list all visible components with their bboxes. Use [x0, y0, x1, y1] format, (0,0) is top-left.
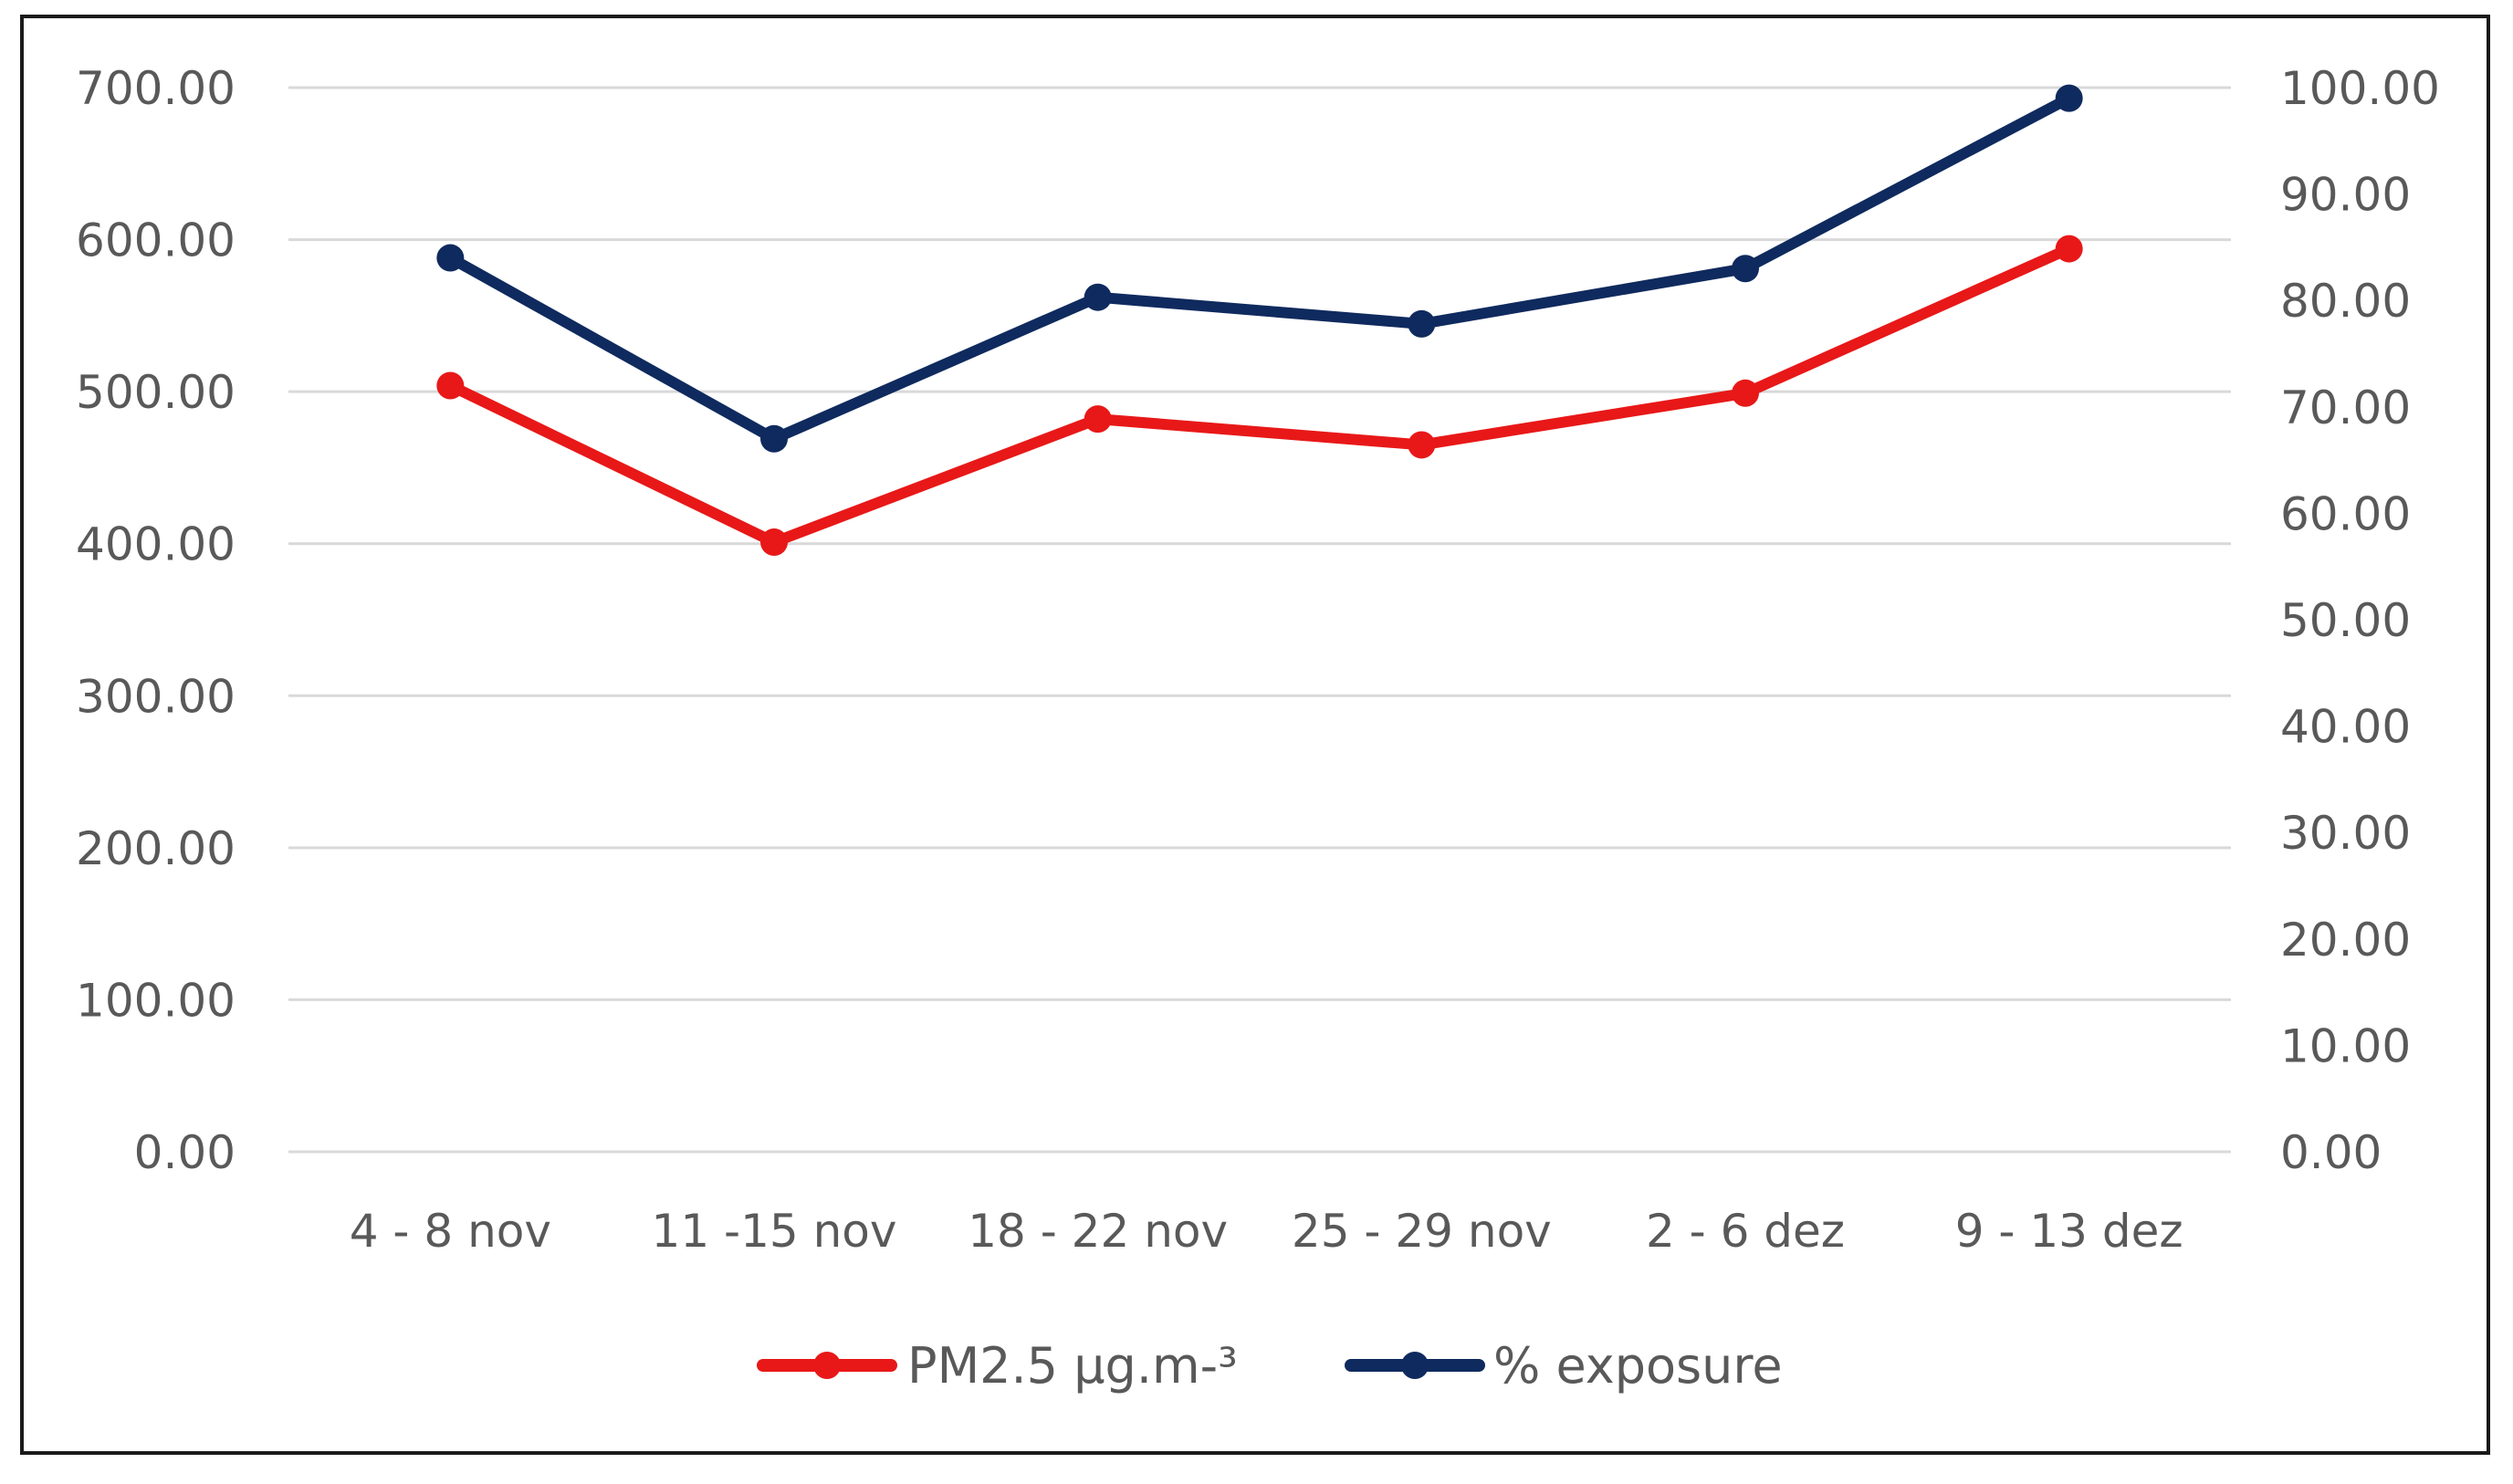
data-point-pm25 [1084, 405, 1112, 434]
data-point-exposure [2055, 84, 2083, 112]
right-tick-label: 70.00 [2280, 381, 2411, 434]
data-point-pm25 [1732, 379, 1759, 407]
series-line-exposure [445, 92, 2075, 444]
right-tick-label: 40.00 [2280, 701, 2411, 754]
right-tick-label: 60.00 [2280, 487, 2411, 540]
left-y-axis: 0.00 100.00 200.00 300.00 400.00 500.00 600.00… [76, 62, 236, 1179]
right-tick-label: 30.00 [2280, 807, 2411, 860]
legend-label-pm25: PM2.5 µg.m-³ [907, 1337, 1238, 1395]
left-tick-label: 0.00 [134, 1126, 236, 1179]
data-point-pm25 [1408, 431, 1436, 459]
left-tick-label: 300.00 [76, 670, 236, 723]
right-tick-label: 80.00 [2280, 275, 2411, 328]
gridlines [288, 86, 2231, 1154]
left-tick-label: 600.00 [76, 214, 236, 267]
right-tick-label: 10.00 [2280, 1019, 2411, 1072]
x-tick-label: 2 - 6 dez [1646, 1205, 1845, 1258]
series-layer [436, 84, 2083, 557]
right-tick-label: 90.00 [2280, 169, 2411, 222]
legend-item-pm25: PM2.5 µg.m-³ [757, 1337, 1238, 1395]
data-point-exposure [1732, 255, 1759, 283]
data-point-exposure [760, 424, 788, 453]
data-point-exposure [1408, 309, 1436, 338]
right-tick-label: 20.00 [2280, 914, 2411, 967]
x-tick-label: 9 - 13 dez [1955, 1205, 2183, 1258]
left-tick-label: 500.00 [76, 366, 236, 419]
data-point-pm25 [436, 371, 465, 400]
left-tick-label: 200.00 [76, 822, 236, 875]
x-tick-label: 11 -15 nov [652, 1205, 897, 1258]
x-axis: 4 - 8 nov 11 -15 nov 18 - 22 nov 25 - 29 no… [350, 1205, 2183, 1258]
left-tick-label: 100.00 [76, 974, 236, 1027]
legend: PM2.5 µg.m-³ % exposure [757, 1337, 1783, 1395]
legend-item-exposure: % exposure [1345, 1337, 1783, 1395]
right-tick-label: 50.00 [2280, 594, 2411, 647]
x-tick-label: 4 - 8 nov [350, 1205, 551, 1258]
legend-marker-exposure [1401, 1352, 1429, 1379]
data-point-pm25 [2055, 235, 2083, 263]
data-point-pm25 [760, 528, 788, 557]
x-tick-label: 18 - 22 nov [968, 1205, 1228, 1258]
x-tick-label: 25 - 29 nov [1292, 1205, 1552, 1258]
legend-marker-pm25 [813, 1352, 841, 1379]
data-point-exposure [1084, 283, 1112, 311]
right-tick-label: 100.00 [2280, 62, 2440, 115]
right-y-axis: 0.00 10.00 20.00 30.00 40.00 50.00 60.00 70.00 8… [2280, 62, 2440, 1179]
left-tick-label: 700.00 [76, 62, 236, 115]
right-tick-label: 0.00 [2280, 1126, 2382, 1179]
data-point-exposure [436, 244, 465, 272]
left-tick-label: 400.00 [76, 518, 236, 571]
legend-label-exposure: % exposure [1493, 1337, 1783, 1395]
series-line-pm25 [445, 243, 2075, 549]
